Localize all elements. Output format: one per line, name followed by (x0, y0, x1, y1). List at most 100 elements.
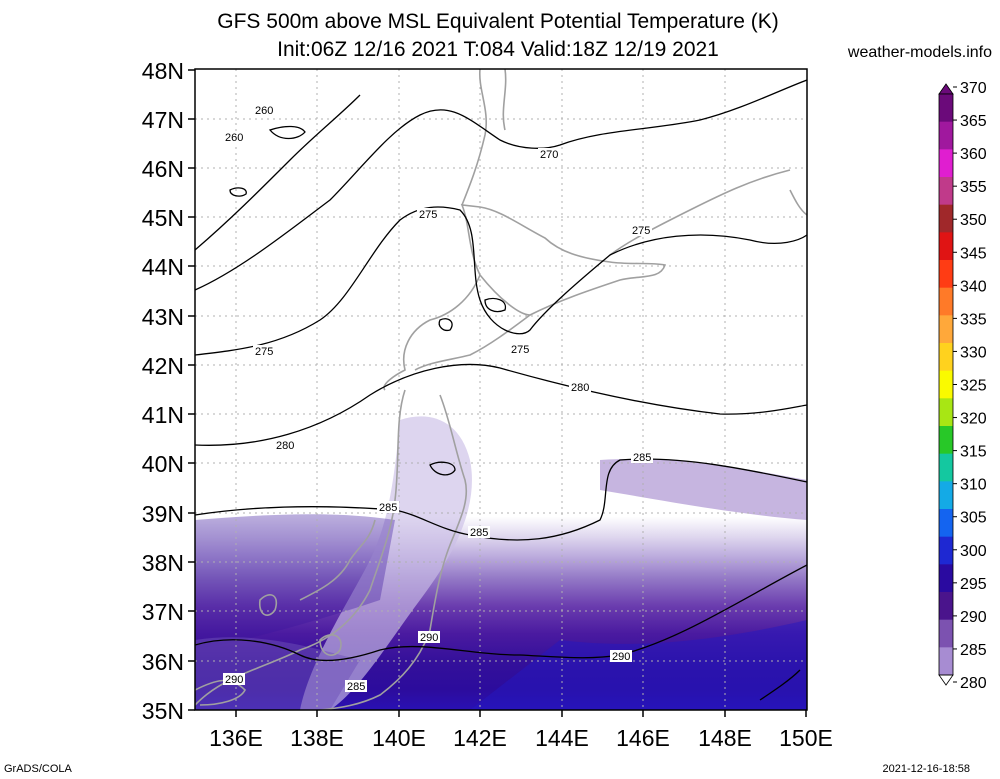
colorbar-swatch (939, 287, 953, 316)
lat-axis: 48N 47N 46N 45N 44N 43N 42N 41N 40N 39N … (142, 58, 184, 724)
contour-label: 260 (225, 132, 243, 144)
contour-label: 285 (379, 502, 397, 514)
lat-label: 48N (142, 58, 184, 84)
colorbar-swatch (939, 315, 953, 344)
lat-label: 38N (142, 550, 184, 576)
colorbar-label: 280 (960, 675, 987, 692)
colorbar-label: 305 (960, 510, 987, 527)
contour-label-bg (610, 650, 632, 662)
lat-label: 44N (142, 254, 184, 280)
lon-label: 136E (209, 725, 263, 751)
contour-label: 275 (419, 209, 437, 221)
contour-label-bg (253, 104, 275, 116)
lat-label: 47N (142, 107, 184, 133)
contour-label-bg (417, 208, 439, 220)
contour-label-bg (345, 680, 367, 692)
contour-label-bg (538, 148, 560, 160)
colorbar-swatch (939, 481, 953, 510)
contour-label-bg (631, 451, 653, 463)
lon-axis: 136E 138E 140E 142E 144E 146E 148E 150E (209, 725, 833, 751)
contour-label: 285 (347, 681, 365, 693)
colorbar-swatch (939, 204, 953, 233)
contour-label-bg (630, 224, 652, 236)
colorbar-label: 325 (960, 378, 987, 395)
footer-timestamp: 2021-12-16-18:58 (882, 763, 970, 775)
colorbar-label: 345 (960, 245, 987, 262)
colorbar-label: 295 (960, 576, 987, 593)
contour-label: 290 (225, 674, 243, 686)
footer-left: GrADS/COLA (4, 763, 72, 775)
colorbar-bottom-arrow (938, 674, 954, 686)
colorbar-swatch (939, 177, 953, 206)
graticule (195, 69, 807, 710)
contour-label-bg (223, 131, 245, 143)
lat-label: 37N (142, 599, 184, 625)
contour-label-bg (253, 345, 275, 357)
map-subtitle: Init:06Z 12/16 2021 T:084 Valid:18Z 12/1… (277, 38, 719, 61)
colorbar-label: 300 (960, 543, 987, 560)
colorbar-swatch (939, 370, 953, 399)
colorbar-swatch (939, 398, 953, 427)
colorbar-swatch (939, 564, 953, 593)
contour-label: 280 (276, 440, 294, 452)
colorbar-top-arrow (938, 83, 954, 95)
contour-label-bg (418, 631, 440, 643)
colorbar-label: 360 (960, 146, 987, 163)
lon-label: 140E (372, 725, 426, 751)
colorbar-label: 330 (960, 344, 987, 361)
colorbar-swatch (939, 343, 953, 372)
colorbar-label: 320 (960, 411, 987, 428)
contour-label-bg (569, 381, 591, 393)
contour-label-bg (377, 501, 399, 513)
contour-label-group: 260 260 270 275 275 275 275 280 280 285 … (223, 104, 653, 693)
colorbar-swatch (939, 94, 953, 123)
site-label: weather-models.info (847, 44, 992, 61)
colorbar-label: 350 (960, 212, 987, 229)
colorbar: 370 365 360 355 350 345 340 335 330 325 320 315 310 3… (938, 80, 987, 692)
map-title: GFS 500m above MSL Equivalent Potential … (217, 10, 779, 33)
contour-label: 285 (470, 527, 488, 539)
lon-label: 138E (290, 725, 344, 751)
colorbar-label: 290 (960, 609, 987, 626)
colorbar-swatch (939, 426, 953, 455)
colorbar-swatch (939, 453, 953, 482)
lon-label: 150E (779, 725, 833, 751)
plot-frame (194, 68, 808, 711)
lat-label: 45N (142, 205, 184, 231)
colorbar-label: 355 (960, 179, 987, 196)
lon-label: 146E (616, 725, 670, 751)
colorbar-swatch (939, 121, 953, 150)
contour-label-bg (468, 526, 490, 538)
colorbar-swatch (939, 619, 953, 648)
lat-label: 35N (142, 698, 184, 724)
lat-label: 43N (142, 304, 184, 330)
colorbar-label: 365 (960, 113, 987, 130)
contour-label: 260 (255, 105, 273, 117)
colorbar-swatch (939, 536, 953, 565)
lon-label: 148E (698, 725, 752, 751)
contour-label-bg (509, 343, 531, 355)
contour-label: 275 (255, 346, 273, 358)
colorbar-swatch (939, 509, 953, 538)
lat-label: 40N (142, 451, 184, 477)
contour-label: 270 (540, 149, 558, 161)
contour-label-bg (223, 673, 245, 685)
lat-label: 39N (142, 501, 184, 527)
contour-label: 275 (511, 344, 529, 356)
colorbar-swatch (939, 260, 953, 289)
colorbar-label: 285 (960, 642, 987, 659)
lat-label: 36N (142, 649, 184, 675)
contour-label-bg (274, 439, 296, 451)
colorbar-label: 335 (960, 311, 987, 328)
colorbar-label: 315 (960, 444, 987, 461)
lat-label: 42N (142, 353, 184, 379)
contour-label: 275 (632, 225, 650, 237)
lat-label: 46N (142, 156, 184, 182)
lon-label: 144E (535, 725, 589, 751)
contour-label: 280 (571, 382, 589, 394)
lat-label: 41N (142, 402, 184, 428)
contour-label: 290 (420, 632, 438, 644)
colorbar-swatch (939, 647, 953, 676)
colorbar-swatch (939, 149, 953, 178)
